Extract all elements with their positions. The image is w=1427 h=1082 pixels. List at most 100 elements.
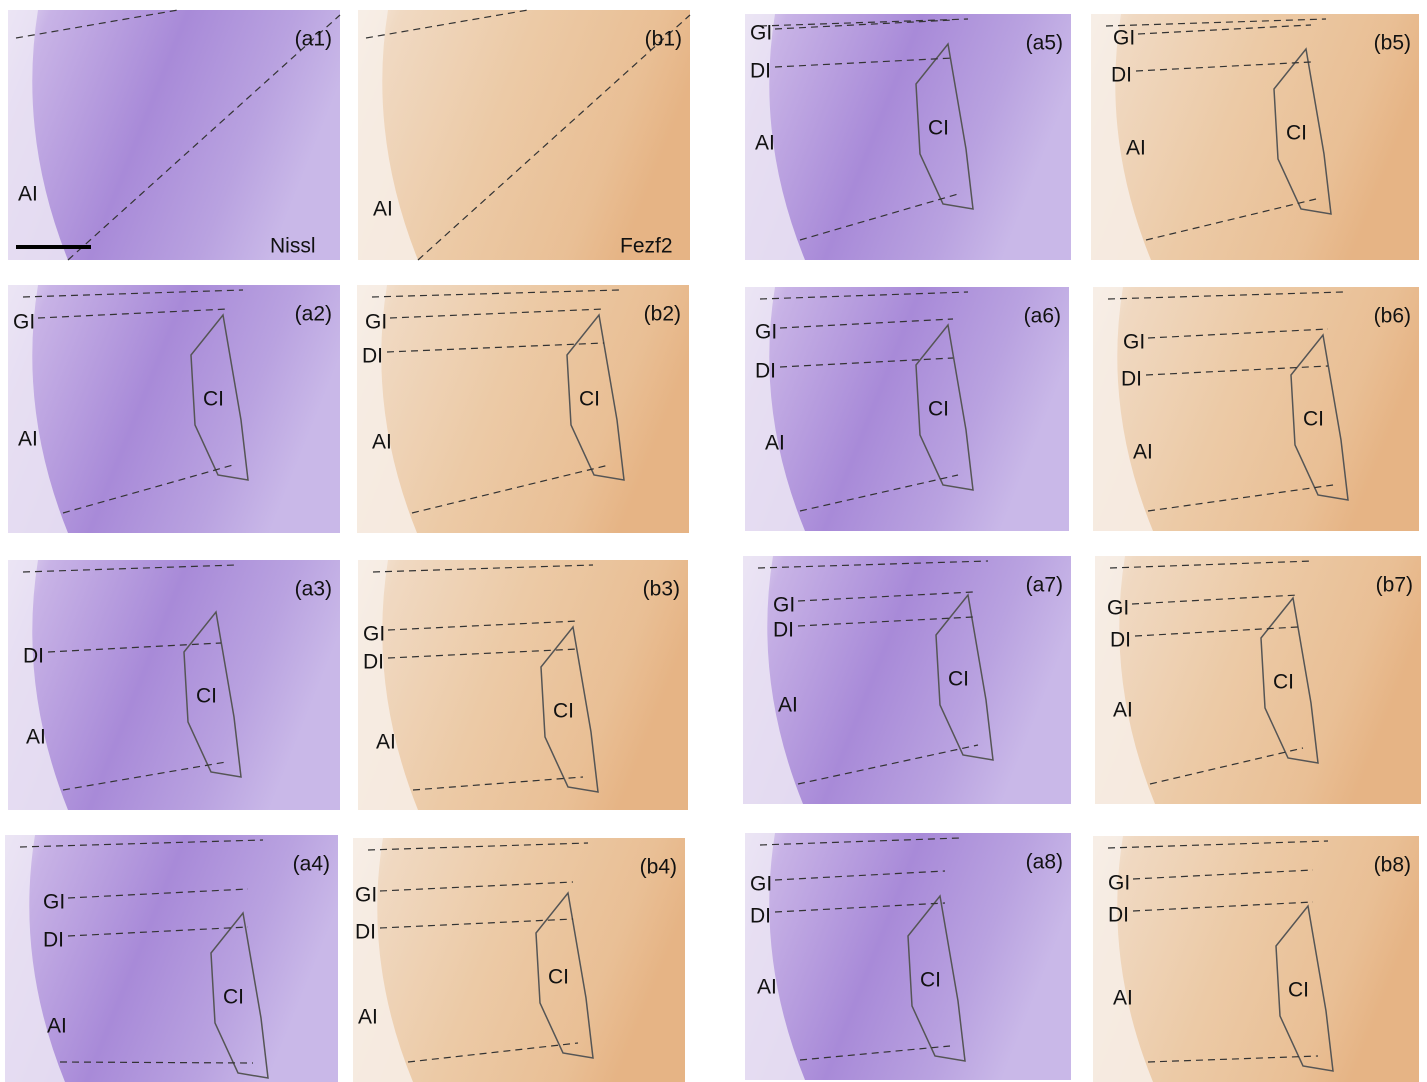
region-label: GI bbox=[750, 873, 772, 896]
micrograph bbox=[1095, 556, 1421, 804]
panel-id: (a3) bbox=[295, 578, 332, 601]
panel-id: (a1) bbox=[295, 28, 332, 51]
panel: (b2) GI DI CI AI bbox=[357, 285, 689, 533]
micrograph bbox=[745, 14, 1071, 260]
micrograph bbox=[8, 10, 340, 260]
region-label: GI bbox=[1123, 331, 1145, 354]
region-label: CI bbox=[196, 685, 217, 708]
micrograph bbox=[353, 838, 685, 1082]
region-label: DI bbox=[1110, 629, 1131, 652]
panel: (b5) GI DI CI AI bbox=[1091, 14, 1419, 260]
panel-id: (b8) bbox=[1374, 854, 1411, 877]
region-label: DI bbox=[1108, 904, 1129, 927]
region-label: AI bbox=[1113, 699, 1133, 722]
region-label: AI bbox=[755, 132, 775, 155]
region-label: GI bbox=[365, 311, 387, 334]
figure: (a1)AINissl(b1)AIFezf2(a5)GIDICIAI(b5)GI… bbox=[0, 0, 1427, 1082]
region-label: CI bbox=[948, 668, 969, 691]
panel: (a1) AI Nissl bbox=[8, 10, 340, 260]
region-label: CI bbox=[1288, 979, 1309, 1002]
region-label: GI bbox=[355, 884, 377, 907]
page: (a1)AINissl(b1)AIFezf2(a5)GIDICIAI(b5)GI… bbox=[0, 0, 1427, 1082]
panel: (a6) GI DI CI AI bbox=[745, 287, 1069, 531]
panel-id: (b4) bbox=[640, 856, 677, 879]
panel: (a5) GI DI CI AI bbox=[745, 14, 1071, 260]
region-label: AI bbox=[372, 431, 392, 454]
region-label: AI bbox=[1133, 441, 1153, 464]
region-label: DI bbox=[750, 60, 771, 83]
region-label: AI bbox=[1113, 987, 1133, 1010]
region-label: CI bbox=[1273, 671, 1294, 694]
panel: (b7) GI DI CI AI bbox=[1095, 556, 1421, 804]
micrograph bbox=[358, 560, 688, 810]
region-label: CI bbox=[928, 117, 949, 140]
region-label: DI bbox=[362, 345, 383, 368]
region-label: CI bbox=[1303, 408, 1324, 431]
micrograph bbox=[8, 560, 340, 810]
panel-id: (b3) bbox=[643, 578, 680, 601]
region-label: AI bbox=[18, 183, 38, 206]
panel: (b4) GI DI CI AI bbox=[353, 838, 685, 1082]
region-label: CI bbox=[920, 969, 941, 992]
micrograph bbox=[5, 835, 338, 1082]
panel: (b1) AI Fezf2 bbox=[358, 10, 690, 260]
micrograph bbox=[1093, 287, 1419, 531]
panel-id: (b2) bbox=[644, 303, 681, 326]
region-label: DI bbox=[750, 905, 771, 928]
region-label: GI bbox=[1113, 27, 1135, 50]
region-label: GI bbox=[1108, 872, 1130, 895]
region-label: AI bbox=[18, 428, 38, 451]
panel-id: (a6) bbox=[1024, 305, 1061, 328]
region-label: CI bbox=[928, 398, 949, 421]
region-label: CI bbox=[223, 986, 244, 1009]
region-label: GI bbox=[1107, 597, 1129, 620]
region-label: GI bbox=[43, 891, 65, 914]
panel-id: (a2) bbox=[295, 303, 332, 326]
region-label: Nissl bbox=[270, 235, 316, 258]
panel-id: (b6) bbox=[1374, 305, 1411, 328]
panel-id: (a5) bbox=[1026, 32, 1063, 55]
panel-id: (a4) bbox=[293, 853, 330, 876]
region-label: AI bbox=[358, 1006, 378, 1029]
region-label: AI bbox=[757, 976, 777, 999]
panel-id: (b1) bbox=[645, 28, 682, 51]
region-label: DI bbox=[363, 651, 384, 674]
panel: (a4)GIDICIAI bbox=[5, 835, 338, 1082]
region-label: DI bbox=[23, 645, 44, 668]
region-label: AI bbox=[373, 198, 393, 221]
region-label: AI bbox=[778, 694, 798, 717]
region-label: GI bbox=[773, 594, 795, 617]
region-label: AI bbox=[47, 1015, 67, 1038]
micrograph bbox=[357, 285, 689, 533]
region-label: GI bbox=[755, 321, 777, 344]
region-label: DI bbox=[755, 360, 776, 383]
micrograph bbox=[745, 833, 1071, 1080]
region-label: CI bbox=[579, 388, 600, 411]
region-label: AI bbox=[765, 432, 785, 455]
region-label: CI bbox=[548, 966, 569, 989]
panel: (b8) GI DI CI AI bbox=[1093, 836, 1419, 1082]
panel-id: (b7) bbox=[1376, 574, 1413, 597]
region-label: CI bbox=[203, 388, 224, 411]
region-label: AI bbox=[376, 731, 396, 754]
region-label: DI bbox=[1111, 64, 1132, 87]
region-label: Fezf2 bbox=[620, 235, 673, 258]
panel-id: (a7) bbox=[1026, 574, 1063, 597]
region-label: CI bbox=[1286, 122, 1307, 145]
region-label: DI bbox=[773, 619, 794, 642]
micrograph bbox=[358, 10, 690, 260]
panel: (b3)GIDICIAI bbox=[358, 560, 688, 810]
region-label: GI bbox=[13, 311, 35, 334]
region-label: AI bbox=[26, 726, 46, 749]
region-label: DI bbox=[1121, 368, 1142, 391]
panel-id: (b5) bbox=[1374, 32, 1411, 55]
panel: (a3) DI CI AI bbox=[8, 560, 340, 810]
micrograph bbox=[745, 287, 1069, 531]
region-label: AI bbox=[1126, 137, 1146, 160]
region-label: DI bbox=[355, 921, 376, 944]
panel-id: (a8) bbox=[1026, 851, 1063, 874]
region-label: GI bbox=[750, 22, 772, 45]
region-label: GI bbox=[363, 623, 385, 646]
micrograph bbox=[8, 285, 340, 533]
